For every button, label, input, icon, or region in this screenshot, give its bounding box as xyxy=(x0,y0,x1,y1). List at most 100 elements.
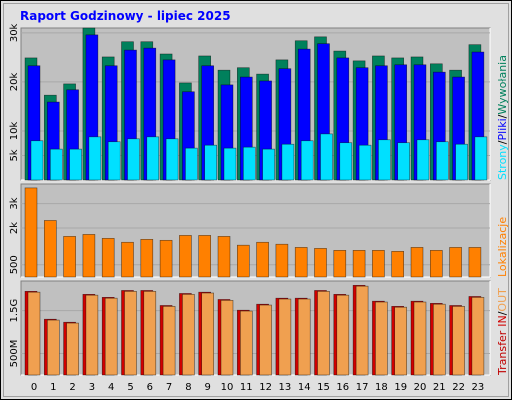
x-tick-label: 13 xyxy=(279,382,292,393)
x-tick-label: 3 xyxy=(89,382,95,393)
bar xyxy=(378,139,391,181)
bar xyxy=(339,142,353,181)
x-tick-label: 8 xyxy=(185,382,191,393)
bar xyxy=(49,148,63,181)
legend: Strony/Pliki/Wywołania xyxy=(496,55,509,180)
bar xyxy=(333,250,347,278)
x-tick-label: 0 xyxy=(31,382,37,393)
bar xyxy=(358,144,372,181)
bar xyxy=(182,294,195,376)
legend-text: OUT xyxy=(496,288,509,312)
bar xyxy=(63,236,76,278)
x-tick-label: 21 xyxy=(433,382,446,393)
legend: Lokalizacje xyxy=(496,217,509,277)
bar xyxy=(143,291,157,376)
bar xyxy=(320,133,333,181)
y-tick-label: 30k xyxy=(9,23,20,42)
x-tick-label: 4 xyxy=(108,382,114,393)
bar xyxy=(281,143,295,181)
bar xyxy=(85,294,99,376)
bar xyxy=(27,291,41,376)
x-tick-label: 19 xyxy=(394,382,407,393)
x-tick-label: 16 xyxy=(336,382,349,393)
bar xyxy=(429,250,443,278)
bar xyxy=(259,304,272,376)
bar xyxy=(201,292,214,376)
bar xyxy=(217,236,231,278)
x-tick-label: 12 xyxy=(259,382,272,393)
chart-title: Raport Godzinowy - lipiec 2025 xyxy=(20,9,231,23)
bar xyxy=(294,247,308,278)
bar xyxy=(410,247,424,278)
bar xyxy=(204,144,217,181)
bar xyxy=(124,291,137,376)
bar xyxy=(179,235,192,278)
bar xyxy=(468,247,482,278)
y-tick-label: 500 xyxy=(9,255,20,274)
y-tick-label: 1.5G xyxy=(9,299,20,323)
y-tick-label: 3k xyxy=(9,197,20,209)
inner-frame xyxy=(3,3,509,397)
bar xyxy=(397,142,411,181)
bar xyxy=(24,187,38,278)
bar xyxy=(372,250,385,278)
bar xyxy=(46,319,60,376)
x-tick-label: 20 xyxy=(414,382,427,393)
x-tick-label: 7 xyxy=(166,382,172,393)
x-tick-label: 23 xyxy=(472,382,485,393)
bar xyxy=(104,297,118,376)
bar xyxy=(452,306,465,376)
legend-text: Strony xyxy=(496,144,509,180)
bar xyxy=(165,138,179,181)
bar xyxy=(455,143,468,181)
bar xyxy=(432,303,446,376)
bar xyxy=(127,138,140,181)
bar xyxy=(198,235,211,278)
legend-text: Wywołania xyxy=(496,55,509,115)
legend-text: Transfer xyxy=(496,330,509,376)
bar xyxy=(314,248,327,278)
bar xyxy=(240,310,253,376)
bar xyxy=(82,234,96,278)
bar xyxy=(101,238,115,278)
bar xyxy=(317,291,330,376)
x-tick-label: 15 xyxy=(317,382,330,393)
bar xyxy=(300,140,314,181)
bar xyxy=(140,239,154,278)
bar xyxy=(256,241,269,278)
bar xyxy=(159,239,173,278)
legend-text: Pliki xyxy=(496,118,509,140)
x-tick-label: 22 xyxy=(452,382,465,393)
bar xyxy=(352,250,366,278)
x-tick-label: 5 xyxy=(127,382,133,393)
x-tick-label: 9 xyxy=(205,382,211,393)
x-tick-label: 6 xyxy=(147,382,153,393)
y-tick-label: 20k xyxy=(9,72,20,91)
bar xyxy=(391,251,405,278)
bar xyxy=(30,140,44,181)
bar xyxy=(185,147,198,181)
x-tick-label: 14 xyxy=(298,382,311,393)
x-tick-label: 1 xyxy=(50,382,56,393)
bar xyxy=(69,148,82,181)
bar xyxy=(243,146,256,181)
legend-text: / xyxy=(496,311,509,315)
legend-text: Lokalizacje xyxy=(496,217,509,277)
x-tick-label: 10 xyxy=(221,382,234,393)
bar xyxy=(88,136,102,181)
bar xyxy=(394,306,408,376)
x-tick-label: 18 xyxy=(375,382,388,393)
legend-text: / xyxy=(496,114,509,118)
bar xyxy=(237,244,250,278)
bar xyxy=(355,285,369,376)
bar xyxy=(449,247,462,278)
y-tick-label: 2k xyxy=(9,222,20,234)
bar xyxy=(413,301,427,376)
x-tick-label: 11 xyxy=(240,382,253,393)
bar xyxy=(262,148,275,181)
bar xyxy=(297,298,311,376)
bar xyxy=(375,301,388,376)
y-tick-label: 10k xyxy=(9,122,20,141)
bar xyxy=(66,322,79,376)
